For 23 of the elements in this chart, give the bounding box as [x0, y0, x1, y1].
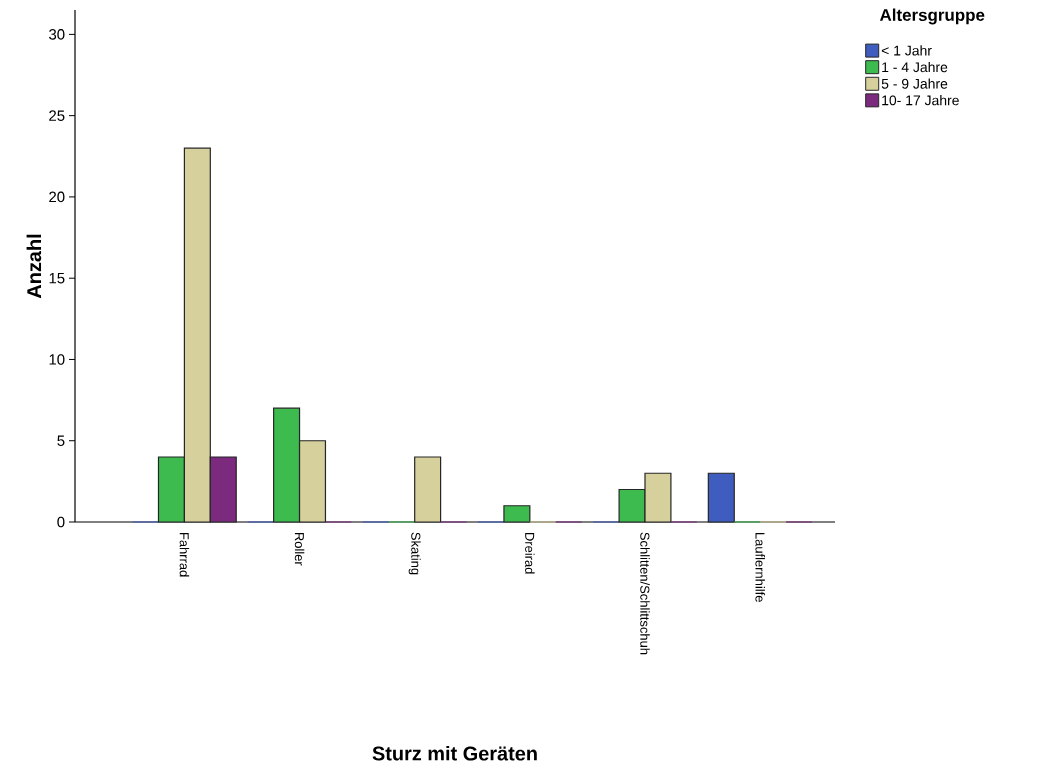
legend-label: 5 - 9 Jahre — [881, 78, 948, 89]
x-tick-label: Roller — [294, 532, 305, 566]
y-tick-label: 10 — [49, 354, 65, 365]
y-tick-label: 15 — [49, 272, 65, 284]
x-tick-label: Dreirad — [525, 532, 535, 574]
x-tick-label: Skating — [408, 532, 421, 575]
legend-title: Altersgruppe — [879, 8, 985, 25]
y-tick-label: 30 — [49, 29, 65, 40]
legend-label: 10- 17 Jahre — [882, 95, 959, 106]
y-tick-label: 20 — [49, 191, 65, 203]
bar — [707, 472, 735, 523]
y-tick-label: 5 — [57, 435, 65, 446]
y-tick-label: 25 — [49, 110, 65, 121]
bar — [414, 456, 442, 523]
legend-label: < 1 Jahr — [881, 45, 932, 56]
x-tick-label: Lauflernhilfe — [755, 532, 765, 602]
legend-label: 1 - 4 Jahre — [882, 61, 948, 73]
x-axis-title: Sturz mit Geräten — [372, 745, 537, 761]
x-tick-label: Fahrrad — [179, 532, 190, 577]
x-tick-label: Schlitten/Schlittschuh — [640, 532, 650, 655]
bar — [503, 505, 531, 523]
y-tick-label: 0 — [57, 516, 65, 528]
y-axis-title: Anzahl — [26, 234, 42, 299]
